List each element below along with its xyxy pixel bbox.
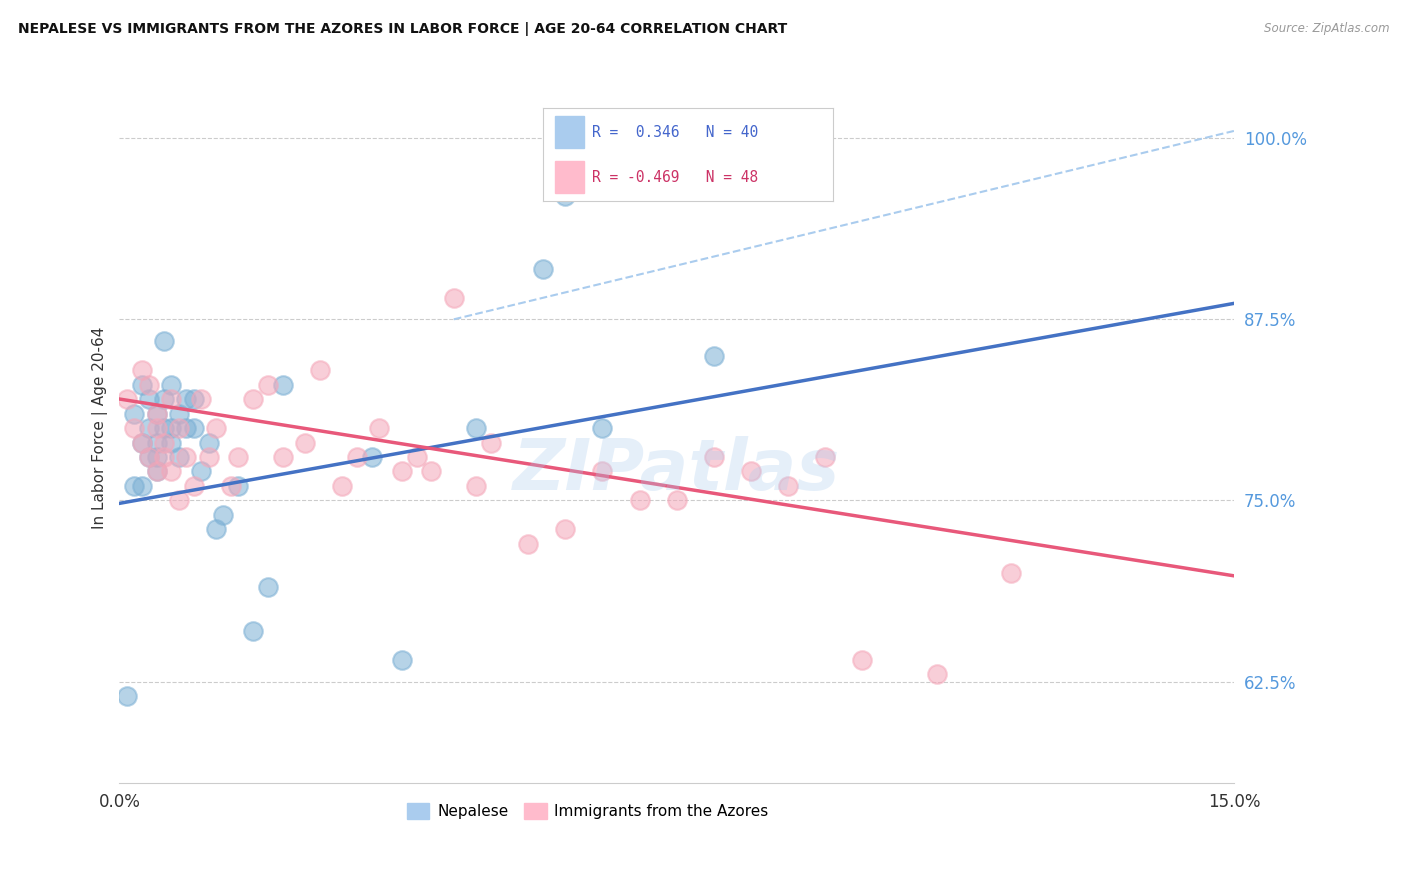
Point: [124, 421, 146, 435]
Point: [131, 377, 153, 392]
Point: [330, 479, 353, 493]
Point: [925, 667, 948, 681]
Point: [183, 421, 205, 435]
Point: [228, 479, 250, 493]
Text: ZIPatlas: ZIPatlas: [513, 436, 841, 505]
Point: [309, 363, 332, 377]
Point: [145, 407, 167, 421]
Point: [167, 493, 190, 508]
Point: [420, 465, 443, 479]
Point: [124, 479, 146, 493]
Point: [517, 537, 540, 551]
Point: [145, 407, 167, 421]
Point: [115, 392, 138, 406]
Point: [228, 450, 250, 464]
Point: [443, 291, 465, 305]
Point: [145, 435, 167, 450]
Point: [160, 392, 183, 406]
Point: [115, 689, 138, 703]
Point: [138, 421, 160, 435]
Point: [131, 479, 153, 493]
Legend: Nepalese, Immigrants from the Azores: Nepalese, Immigrants from the Azores: [401, 797, 775, 825]
Point: [153, 450, 176, 464]
Point: [160, 377, 183, 392]
Point: [131, 435, 153, 450]
Point: [131, 363, 153, 377]
Point: [294, 435, 316, 450]
Point: [160, 435, 183, 450]
Point: [271, 377, 294, 392]
Point: [465, 421, 488, 435]
Point: [591, 421, 613, 435]
Point: [361, 450, 384, 464]
Point: [183, 392, 205, 406]
Point: [554, 523, 576, 537]
Point: [665, 493, 688, 508]
Point: [138, 450, 160, 464]
Point: [391, 465, 413, 479]
Point: [176, 450, 198, 464]
Point: [153, 334, 176, 348]
Point: [145, 450, 167, 464]
Point: [145, 465, 167, 479]
Point: [190, 392, 212, 406]
Point: [740, 465, 762, 479]
Point: [703, 450, 725, 464]
Point: [197, 450, 219, 464]
Point: [190, 465, 212, 479]
Point: [591, 465, 613, 479]
Point: [405, 450, 427, 464]
Point: [242, 624, 264, 638]
Point: [176, 421, 198, 435]
Point: [153, 392, 176, 406]
Point: [465, 479, 488, 493]
Point: [197, 435, 219, 450]
Point: [176, 392, 198, 406]
Point: [138, 450, 160, 464]
Point: [346, 450, 368, 464]
Point: [703, 349, 725, 363]
Point: [242, 392, 264, 406]
Y-axis label: In Labor Force | Age 20-64: In Labor Force | Age 20-64: [93, 326, 108, 529]
Point: [183, 479, 205, 493]
Text: NEPALESE VS IMMIGRANTS FROM THE AZORES IN LABOR FORCE | AGE 20-64 CORRELATION CH: NEPALESE VS IMMIGRANTS FROM THE AZORES I…: [18, 22, 787, 37]
Point: [628, 493, 651, 508]
Point: [814, 450, 837, 464]
Point: [271, 450, 294, 464]
Point: [153, 421, 176, 435]
Point: [554, 189, 576, 203]
Point: [391, 653, 413, 667]
Point: [145, 421, 167, 435]
Point: [167, 407, 190, 421]
Point: [138, 377, 160, 392]
Point: [167, 421, 190, 435]
Text: Source: ZipAtlas.com: Source: ZipAtlas.com: [1264, 22, 1389, 36]
Point: [167, 450, 190, 464]
Point: [160, 421, 183, 435]
Point: [205, 421, 228, 435]
Point: [257, 377, 280, 392]
Point: [205, 523, 228, 537]
Point: [212, 508, 235, 522]
Point: [160, 465, 183, 479]
Point: [531, 261, 554, 276]
Point: [219, 479, 242, 493]
Point: [131, 435, 153, 450]
Point: [124, 407, 146, 421]
Point: [257, 581, 280, 595]
Point: [851, 653, 873, 667]
Point: [145, 465, 167, 479]
Point: [479, 435, 502, 450]
Point: [778, 479, 800, 493]
Point: [368, 421, 391, 435]
Point: [153, 435, 176, 450]
Point: [1000, 566, 1022, 580]
Point: [138, 392, 160, 406]
